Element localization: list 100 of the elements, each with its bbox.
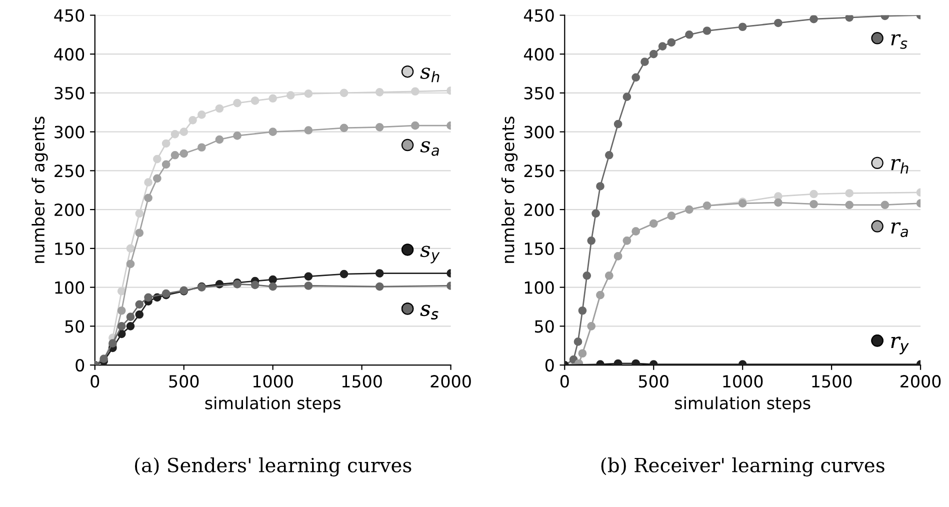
x-tick-label: 500 [639, 375, 668, 388]
point [268, 94, 278, 103]
legend-label: s$_{h}$ [420, 68, 440, 82]
point [250, 280, 260, 290]
point [180, 149, 188, 158]
legend-label: r$_{s}$ [891, 34, 908, 49]
point [304, 90, 313, 98]
x-tick-label: 1000 [723, 375, 763, 388]
point [667, 38, 676, 47]
point [117, 322, 126, 330]
legend-label: s$_{s}$ [420, 304, 438, 320]
y-tick-label: 200 [54, 204, 84, 216]
point [375, 88, 384, 96]
point [622, 92, 632, 102]
y-tick-label: 150 [55, 242, 84, 255]
point [250, 96, 260, 105]
y-tick-label: 0 [76, 359, 84, 372]
point [233, 132, 242, 140]
y-tick-label: 150 [524, 242, 554, 255]
y-tick-label: 300 [54, 126, 84, 138]
y-tick-label: 50 [535, 320, 554, 333]
point [170, 130, 180, 138]
y-tick-label: 450 [524, 9, 554, 22]
y-tick-label: 400 [524, 48, 554, 61]
point [340, 124, 348, 132]
legend-label: s$_{y}$ [420, 246, 440, 264]
point [596, 182, 604, 190]
x-tick-label: 2000 [900, 375, 941, 388]
point [117, 306, 126, 315]
text: (b) Receiver' learning curves [601, 457, 884, 476]
legend-label: s$_{a}$ [420, 141, 439, 156]
point [845, 189, 854, 198]
legend-label: r$_{h}$ [891, 158, 908, 174]
point [574, 338, 582, 346]
point [215, 104, 224, 113]
point [304, 272, 313, 281]
point [578, 306, 587, 315]
point [774, 18, 782, 28]
y-tick-label: 100 [55, 281, 84, 294]
point [375, 269, 384, 278]
x-tick-label: 0 [560, 375, 569, 388]
point [180, 128, 188, 136]
y-tick-label: 250 [54, 164, 84, 178]
point [126, 244, 135, 253]
point [340, 270, 348, 278]
point [685, 30, 694, 39]
point [126, 322, 135, 330]
point [304, 282, 313, 290]
point [100, 354, 108, 363]
point [286, 91, 295, 100]
y-tick-label: 350 [524, 86, 554, 100]
y-tick-label: 450 [54, 9, 84, 22]
legend-label: r$_{a}$ [891, 222, 908, 238]
y-tick-label: 50 [65, 320, 84, 333]
point [117, 330, 126, 338]
y-tick-label: 400 [54, 48, 84, 61]
point [162, 139, 170, 148]
point [614, 359, 622, 366]
point [304, 126, 313, 134]
point [738, 22, 747, 32]
point [569, 355, 578, 364]
point [153, 154, 162, 164]
x-tick-label: 1500 [342, 375, 382, 388]
point [197, 110, 206, 119]
point [582, 271, 592, 280]
point [592, 209, 600, 218]
point [774, 198, 782, 207]
point [649, 50, 658, 58]
point [810, 200, 818, 208]
point [135, 300, 144, 309]
point [340, 88, 348, 98]
point [170, 150, 180, 160]
point [375, 122, 384, 132]
point [268, 128, 278, 136]
point [188, 116, 197, 124]
point [810, 190, 818, 198]
x-tick-label: 0 [90, 375, 100, 388]
point [632, 359, 640, 366]
point [880, 200, 890, 210]
point [268, 282, 278, 291]
x-tick-label: 1500 [812, 375, 852, 388]
point [126, 312, 135, 322]
point [810, 15, 818, 24]
point [153, 174, 162, 183]
point [162, 160, 170, 169]
point [268, 275, 278, 284]
point [135, 310, 144, 319]
text: (a) Senders' learning curves [135, 457, 412, 476]
point [411, 87, 420, 96]
x-tick-label: 500 [169, 375, 199, 388]
point [411, 121, 420, 130]
y-tick-label: 100 [524, 281, 554, 294]
point [197, 143, 206, 152]
x-axis-title: simulation steps [205, 396, 340, 413]
point [215, 135, 224, 144]
point [233, 98, 242, 108]
point [845, 15, 854, 22]
y-tick-label: 300 [524, 126, 554, 138]
y-axis-title: number of agents [32, 116, 48, 263]
x-tick-label: 1000 [253, 375, 293, 388]
